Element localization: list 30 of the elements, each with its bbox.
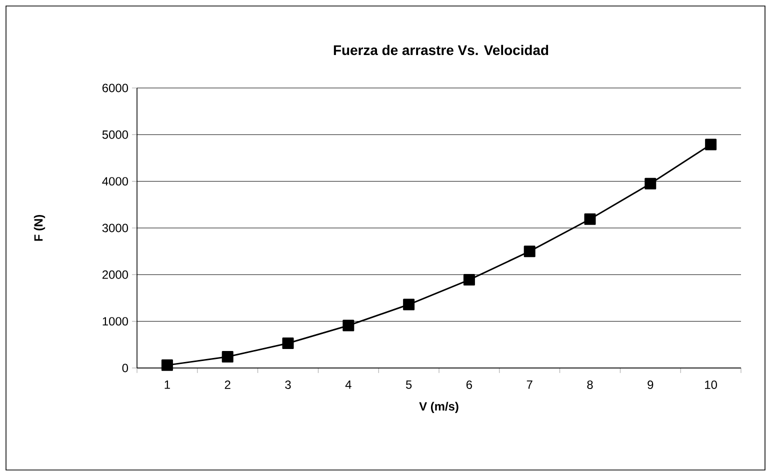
x-tick-label: 10 <box>705 380 717 389</box>
y-tick-label: 5000 <box>102 130 128 139</box>
point <box>584 213 596 225</box>
x-tick-label: 8 <box>587 380 593 389</box>
x-tick-label: 3 <box>285 380 291 389</box>
x-tick-label: 7 <box>526 380 532 389</box>
y-tick-label: 2000 <box>102 270 128 279</box>
x-tick-label: 6 <box>466 380 472 389</box>
point <box>342 320 354 332</box>
point <box>463 274 475 286</box>
chart-title: Fuerza de arrastre Vs. Velocidad <box>334 44 548 56</box>
x-tick-label: 5 <box>406 380 412 389</box>
x-tick-label: 1 <box>164 380 170 389</box>
point <box>644 178 656 190</box>
point <box>524 246 536 258</box>
y-tick-label: 6000 <box>102 84 128 92</box>
point <box>222 351 234 363</box>
y-tick-label: 0 <box>122 364 128 372</box>
x-tick-label: 4 <box>345 380 352 389</box>
y-tick-label: 3000 <box>102 224 128 232</box>
point <box>705 138 717 150</box>
point <box>282 338 294 349</box>
y-tick-label: 4000 <box>102 177 128 186</box>
y-tick-label: 1000 <box>102 317 128 326</box>
y-axis-title: F (N) <box>34 214 46 241</box>
x-tick-label: 2 <box>224 380 230 389</box>
point <box>161 359 173 371</box>
point <box>403 298 415 310</box>
x-tick-label: 9 <box>648 380 654 389</box>
x-axis-title: V (m/s) <box>419 402 458 413</box>
